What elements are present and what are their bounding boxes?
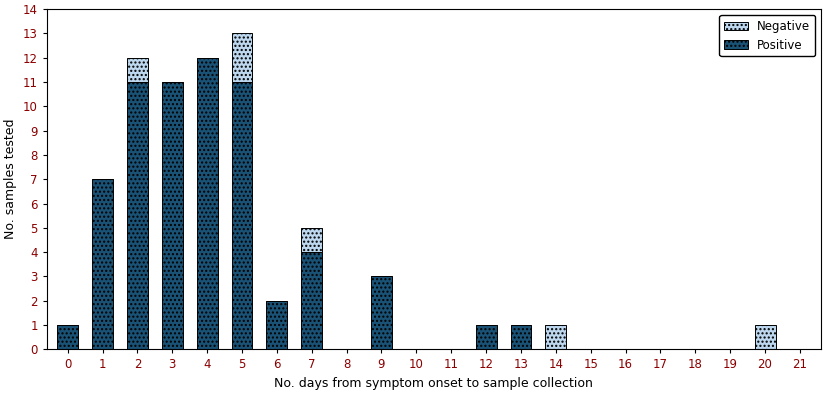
Bar bbox=[162, 82, 183, 349]
Legend: Negative, Positive: Negative, Positive bbox=[719, 15, 815, 56]
Bar bbox=[301, 252, 323, 349]
Bar bbox=[266, 301, 287, 349]
Bar bbox=[127, 82, 148, 349]
Bar bbox=[371, 276, 392, 349]
Bar bbox=[57, 325, 78, 349]
Bar bbox=[196, 58, 218, 349]
Bar bbox=[92, 179, 113, 349]
Y-axis label: No. samples tested: No. samples tested bbox=[4, 119, 17, 240]
Bar bbox=[232, 33, 252, 82]
Bar bbox=[301, 228, 323, 252]
X-axis label: No. days from symptom onset to sample collection: No. days from symptom onset to sample co… bbox=[275, 377, 593, 390]
Bar bbox=[127, 58, 148, 82]
Bar bbox=[511, 325, 531, 349]
Bar bbox=[476, 325, 497, 349]
Bar bbox=[232, 82, 252, 349]
Bar bbox=[545, 325, 566, 349]
Bar bbox=[755, 325, 775, 349]
